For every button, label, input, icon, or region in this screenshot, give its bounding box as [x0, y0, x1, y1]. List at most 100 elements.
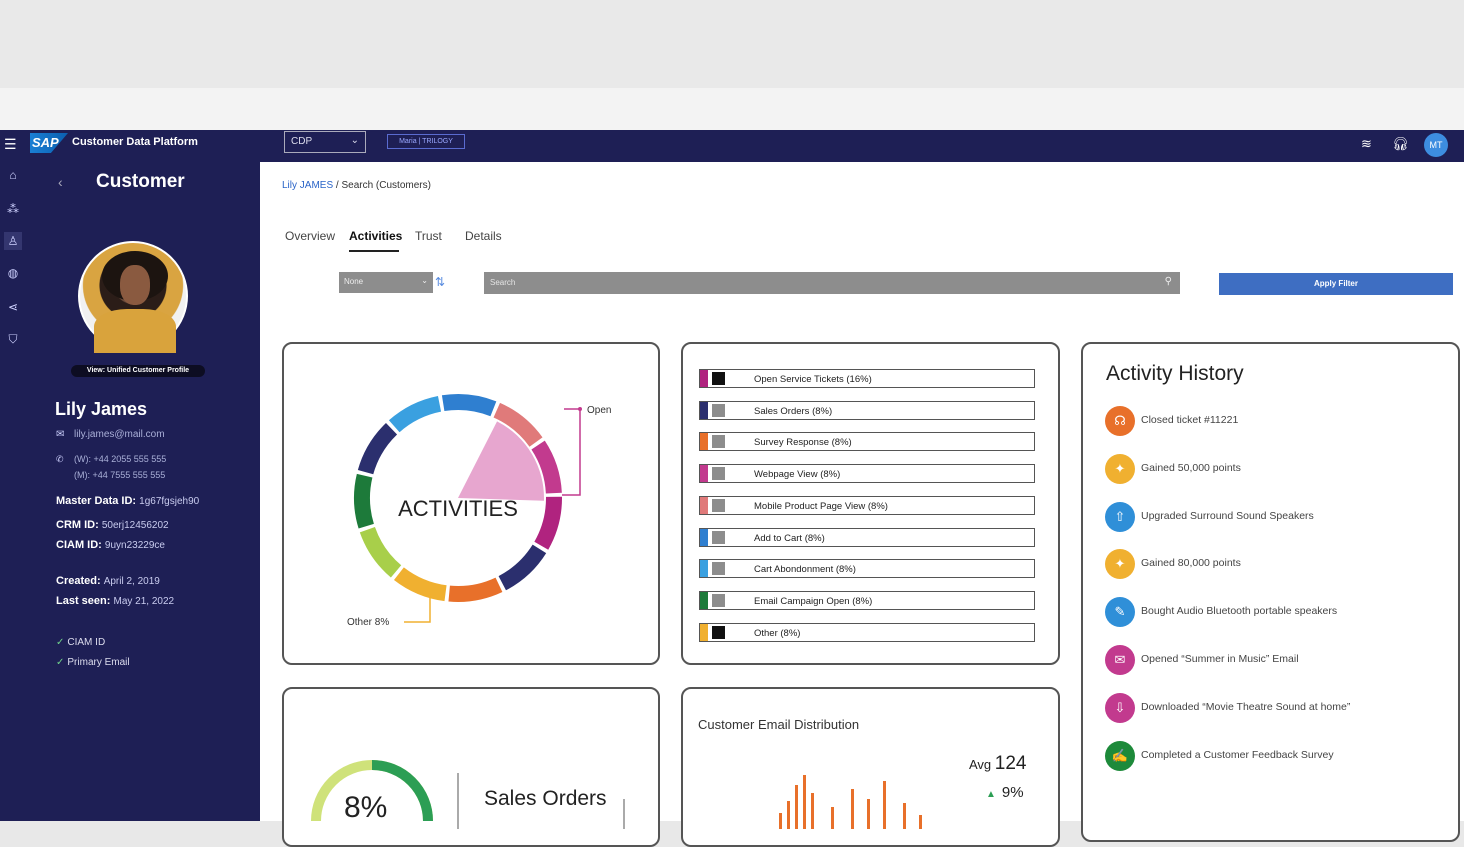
globe-icon[interactable]: ◍ [7, 266, 19, 280]
callout-open-line [562, 408, 581, 496]
view-profile-button[interactable]: View: Unified Customer Profile [71, 365, 205, 377]
shield-icon[interactable]: ⛉ [8, 332, 18, 346]
legend-row[interactable]: Add to Cart (8%) [699, 527, 1035, 547]
activity-legend-card: Open Service Tickets (16%) Sales Orders (… [681, 342, 1060, 665]
tab-activities[interactable]: Activities [349, 229, 403, 243]
crm-id-value: 50erj12456202 [101, 520, 169, 531]
browser-tab-strip [0, 88, 1464, 130]
donut-segment[interactable] [531, 440, 562, 494]
legend-swatch [712, 498, 725, 512]
apply-filter-button[interactable]: Apply Filter [1219, 273, 1453, 295]
legend-swatch [712, 467, 725, 481]
activity-history-label: Completed a Customer Feedback Survey [1141, 748, 1334, 761]
photo-shirt [94, 309, 176, 353]
donut-segment[interactable] [493, 402, 543, 447]
legend-row[interactable]: Sales Orders (8%) [699, 400, 1035, 420]
email-bar [779, 813, 782, 829]
email-value: lily.james@mail.com [74, 429, 165, 440]
activity-history-label: Bought Audio Bluetooth portable speakers [1141, 605, 1338, 618]
phone-mobile-row: (M): +44 7555 555 555 [56, 470, 165, 480]
email-bar [867, 799, 870, 829]
avg-value: Avg 124 [969, 753, 1027, 775]
back-icon[interactable]: ‹ [58, 174, 63, 190]
search-input[interactable]: Search ⚲ [484, 272, 1180, 294]
donut-segment[interactable] [448, 577, 503, 602]
legend-row[interactable]: Webpage View (8%) [699, 464, 1035, 484]
sort-select-value: None [344, 277, 364, 286]
sort-icon[interactable]: ⇅ [435, 275, 446, 289]
layers-icon[interactable]: ≋ [1361, 136, 1372, 151]
legend-swatch [712, 530, 725, 544]
app-title: Customer Data Platform [72, 136, 198, 148]
ciam-id-label: CIAM ID: [56, 539, 102, 551]
chevron-down-icon: ⌄ [421, 276, 428, 285]
breadcrumb-link[interactable]: Lily JAMES [282, 180, 334, 191]
created-date: Created: April 2, 2019 [56, 575, 160, 587]
phone-icon: ✆ [56, 454, 64, 464]
ciam-id-value: 9uyn23229ce [104, 540, 165, 551]
legend-row[interactable]: Cart Abondonment (8%) [699, 559, 1035, 579]
legend-label: Cart Abondonment (8%) [754, 564, 856, 576]
activity-history-label: Gained 80,000 points [1141, 557, 1241, 570]
tab-details[interactable]: Details [465, 229, 502, 243]
legend-color-bar [700, 433, 708, 451]
headset-icon[interactable]: 🎧︎ [1392, 136, 1409, 151]
sales-orders-card: 8% Sales Orders [282, 687, 660, 847]
donut-segment[interactable] [354, 473, 374, 529]
activity-history-label: Closed ticket #11221 [1141, 414, 1239, 426]
photo-face [120, 265, 150, 305]
activities-donut-card: ACTIVITIES Open Other 8% [282, 342, 660, 665]
customer-name: Lily James [55, 399, 148, 419]
tenant-badge[interactable]: Maria | TRILOGY [387, 134, 465, 149]
donut-segment[interactable] [388, 395, 442, 433]
activity-history-label: Gained 50,000 points [1141, 461, 1241, 474]
donut-segment[interactable] [441, 394, 497, 417]
legend-swatch [712, 562, 725, 576]
arrow-up-icon: ▲ [986, 789, 996, 800]
email-bar [803, 775, 806, 829]
phone-work-value: (W): +44 2055 555 555 [74, 454, 167, 464]
legend-row[interactable]: Open Service Tickets (16%) [699, 369, 1035, 388]
main-content: Lily JAMES / Search (Customers) Overview… [260, 162, 1464, 847]
legend-swatch [712, 625, 725, 639]
donut-segment[interactable] [534, 496, 562, 550]
legend-swatch [712, 403, 725, 417]
callout-open-label: Open [587, 405, 611, 416]
tenant-select[interactable]: CDP ⌄ [284, 131, 366, 153]
crm-id-label: CRM ID: [56, 519, 99, 531]
email-bar [919, 815, 922, 829]
change-value: ▲ 9% [986, 784, 1024, 801]
legend-row[interactable]: Other (8%) [699, 622, 1035, 642]
legend-label: Open Service Tickets (16%) [754, 374, 872, 385]
menu-icon[interactable]: ☰ [4, 136, 17, 152]
donut-segment[interactable] [359, 527, 402, 578]
legend-row[interactable]: Survey Response (8%) [699, 432, 1035, 452]
segments-icon[interactable]: ⁂ [7, 202, 19, 216]
email-bar [811, 793, 814, 829]
donut-segment[interactable] [357, 422, 398, 475]
change-number: 9% [1001, 784, 1024, 801]
legend-label: Other (8%) [754, 627, 801, 639]
legend-row[interactable]: Mobile Product Page View (8%) [699, 495, 1035, 515]
points-icon: ✦ [1105, 549, 1135, 580]
points-icon: ✦ [1105, 453, 1135, 484]
tab-overview[interactable]: Overview [285, 229, 336, 243]
donut-segment[interactable] [498, 544, 547, 591]
person-icon[interactable]: ♙ [4, 232, 22, 250]
sales-orders-title: Sales Orders [484, 787, 607, 810]
gauge-value: 8% [344, 791, 388, 824]
search-placeholder: Search [490, 278, 516, 287]
sort-select[interactable]: None ⌄ [339, 272, 433, 293]
donut-segment[interactable] [393, 567, 447, 602]
home-icon[interactable]: ⌂ [9, 168, 17, 182]
legend-row[interactable]: Email Campaign Open (8%) [699, 590, 1035, 610]
share-icon[interactable]: ⋖ [7, 300, 19, 314]
master-data-id: Master Data ID: 1g67fgsjeh90 [56, 495, 199, 507]
tab-trust[interactable]: Trust [415, 229, 442, 243]
phone-mobile-value: (M): +44 7555 555 555 [74, 470, 166, 480]
user-avatar[interactable]: MT [1424, 133, 1448, 157]
search-icon[interactable]: ⚲ [1164, 276, 1172, 287]
email-icon: ✉ [1105, 645, 1135, 675]
shell-header: ☰ SAP Customer Data Platform CDP ⌄ Maria… [0, 130, 1464, 162]
donut-highlight-wedge[interactable] [458, 421, 544, 501]
